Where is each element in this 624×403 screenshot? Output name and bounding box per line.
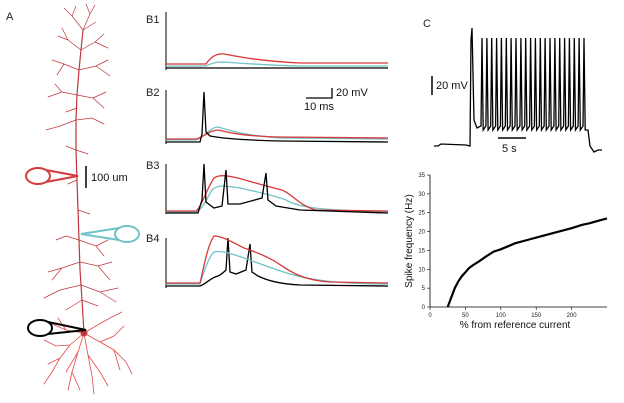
panel-b2-label: B2 [146,87,159,99]
trace-b2-black [166,91,389,143]
panel-b1-label: B1 [146,14,159,26]
trace-b4-cyan [166,250,389,285]
fi-x-tick-label: 50 [462,313,469,319]
fi-y-tick-label: 30 [418,192,425,198]
fi-x-tick-label: 100 [496,313,507,319]
apical-trunk [75,29,85,334]
panel-b-scale-bar [306,88,333,99]
trace-b1-red [166,53,388,65]
panel-c-scale-time: 5 s [502,143,517,155]
trace-b4-red [166,235,389,284]
neuron-morphology [43,3,133,395]
fi-y-tick-label: 25 [418,211,425,217]
fi-y-tick-label: 0 [422,305,426,311]
basal-dendrites [43,311,133,395]
fi-y-tick-label: 20 [418,230,425,236]
electrode-cyan [80,225,140,243]
panel-c-label: C [423,18,431,30]
electrode-red [25,167,79,185]
panel-a-scale-label: 100 um [91,172,128,184]
fi-y-tick-label: 5 [422,286,426,292]
panel-b-scale-voltage: 20 mV [336,87,368,99]
oblique-branches [43,235,119,311]
fi-x-tick-label: 150 [531,313,542,319]
trace-group-b2 [165,90,389,144]
electrode-black [27,319,87,337]
fi-x-tick-label: 200 [567,313,578,319]
fi-y-tick-label: 15 [418,248,425,254]
fi-curve [446,217,608,308]
fi-y-tick-label: 10 [418,267,425,273]
panel-a-label: A [6,11,14,23]
fi-x-axis-label: % from reference current [460,320,571,331]
trace-b1-cyan [166,61,388,67]
trace-group-b4 [165,235,389,288]
trace-b3-red [166,175,389,212]
trace-b3-black [166,163,389,214]
fi-x-tick-label: 0 [428,313,432,319]
panel-c-scale-voltage: 20 mV [436,80,468,92]
panel-b3-label: B3 [146,160,159,172]
trace-c-spike-train [434,27,602,153]
trace-group-b1 [165,12,388,70]
apical-tuft [45,3,111,215]
trace-group-b3 [165,163,389,214]
trace-b4-black [166,237,389,287]
fi-y-axis-label: Spike frequency (Hz) [404,194,415,287]
fi-y-tick-label: 35 [418,173,425,179]
fi-chart: 0 50 100 150 200 0 5 10 15 20 25 30 35 % from refere… [404,173,608,331]
panel-b4-label: B4 [146,233,159,245]
panel-b-scale-time: 10 ms [304,101,334,113]
